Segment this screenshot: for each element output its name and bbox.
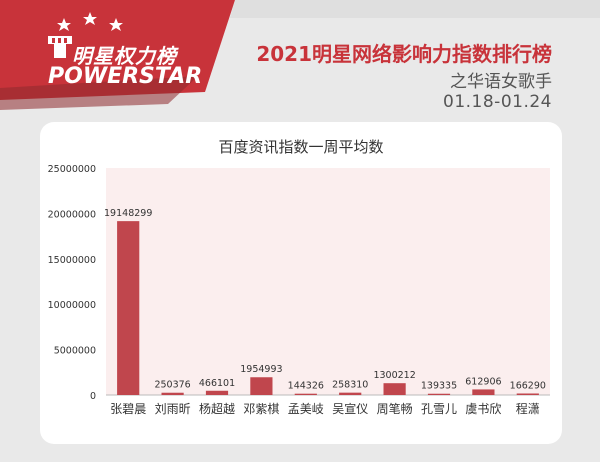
bar [383,383,406,395]
bar-value-label: 250376 [154,380,190,391]
star-icon [109,18,123,31]
x-tick-label: 程潇 [516,401,540,416]
x-tick-label: 邓紫棋 [243,402,279,416]
bar-value-label: 139335 [421,381,457,392]
bar [117,221,140,395]
x-tick-label: 刘雨昕 [155,402,191,416]
x-tick-label: 周笔畅 [377,401,413,416]
bar-value-label: 144326 [288,381,324,392]
x-axis-labels: 张碧晨 刘雨昕 杨超越 邓紫棋 孟美岐 吴宣仪 周笔畅 孔雪儿 虞书欣 程潇 [110,401,540,416]
banner-red-shape [0,0,235,100]
x-tick-label: 吴宣仪 [332,401,368,416]
bar [205,390,229,395]
bar [516,393,539,395]
banner-dark-shape [0,76,198,110]
page-title: 2021明星网络影响力指数排行榜 [256,42,552,66]
star-icon [57,18,71,31]
y-tick-label: 20000000 [48,209,96,220]
brand-name-cn: 明星权力榜 [72,44,177,68]
y-tick-label: 5000000 [54,346,96,357]
y-tick-label: 10000000 [48,300,96,311]
bar [339,392,362,395]
chart-title: 百度资讯指数一周平均数 [218,138,383,156]
x-tick-label: 孟美岐 [288,402,324,416]
banner-grey-shape [230,0,600,18]
fist-logo-icon [48,36,72,58]
bar-value-label: 19148299 [104,208,152,219]
star-icon [83,12,97,25]
bar [294,393,317,395]
chart-card: 百度资讯指数一周平均数 0 5000000 10000000 15000000 2000… [40,122,562,444]
y-tick-label: 0 [90,391,96,402]
bar [250,377,273,395]
page-subtitle: 之华语女歌手 [450,72,552,92]
bar-chart: 百度资讯指数一周平均数 0 5000000 10000000 15000000 2000… [48,138,550,416]
plot-area [106,168,550,395]
x-tick-label: 孔雪儿 [421,402,457,416]
bar [472,389,495,395]
bar-value-label: 1300212 [373,370,415,381]
date-range: 01.18-01.24 [443,92,552,112]
data-labels: 19148299 250376 466101 1954993 144326 258310 1… [104,208,546,392]
brand-name-en: POWERSTAR [48,64,203,89]
x-tick-label: 虞书欣 [465,402,501,416]
bar [427,393,451,395]
bar-value-label: 1954993 [240,364,282,375]
y-tick-label: 25000000 [48,164,96,175]
bar-value-label: 166290 [510,380,546,391]
bar [161,392,184,395]
x-tick-label: 杨超越 [199,401,235,416]
x-tick-label: 张碧晨 [110,402,146,416]
bar-value-label: 258310 [332,380,368,391]
bar-series [117,221,539,395]
bar-value-label: 466101 [199,378,235,389]
bar-value-label: 612906 [465,376,501,387]
y-tick-label: 15000000 [48,255,96,266]
y-axis-ticks: 0 5000000 10000000 15000000 20000000 25000000 [48,164,96,402]
